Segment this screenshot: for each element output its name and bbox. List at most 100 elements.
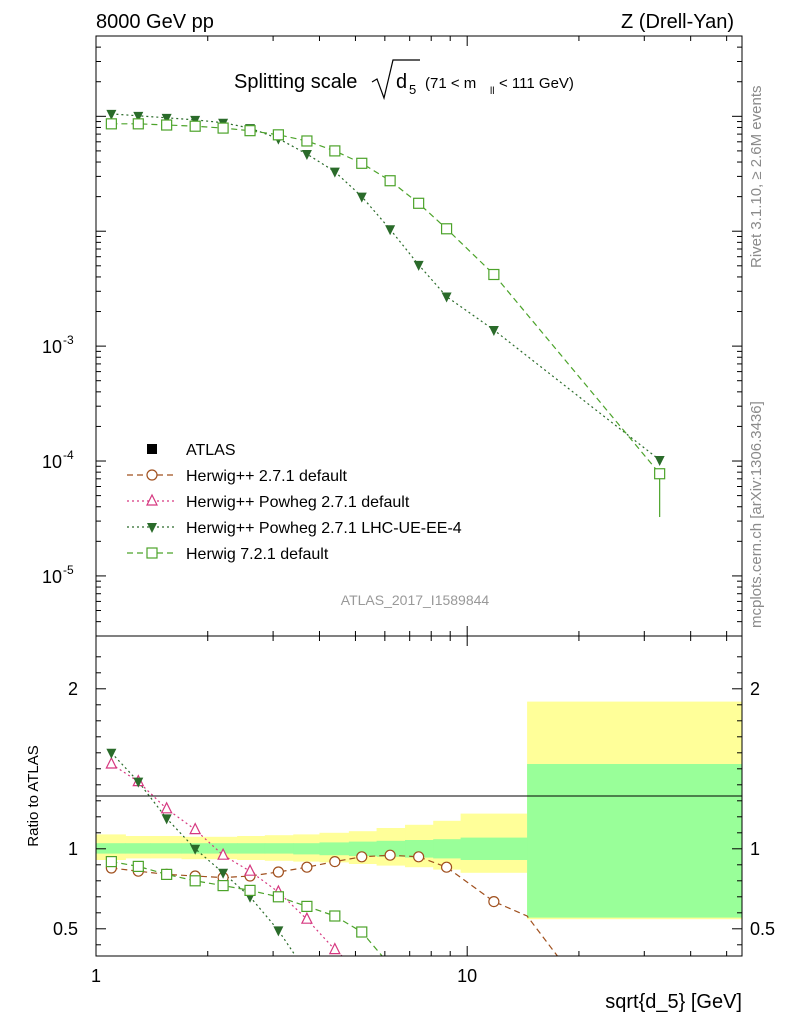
ratio-band-inner [348, 841, 378, 856]
ratio-panel: 1 10 0.5 0.5 1 1 2 2 [53, 635, 775, 986]
legend-label: ATLAS [186, 442, 236, 459]
ratio-data-point [218, 868, 229, 879]
main-data-point [413, 260, 424, 271]
ratio-data-point [217, 879, 229, 892]
main-data-point [217, 122, 229, 134]
ratio-data-point [356, 926, 368, 938]
ratio-data-point [105, 855, 117, 868]
ratio-data-point [301, 861, 313, 873]
ratio-band-inner [460, 837, 528, 860]
ratio-band-inner [527, 764, 743, 918]
ratio-data-point [301, 900, 313, 913]
main-data-point [329, 167, 340, 178]
main-data-point [413, 197, 425, 209]
main-data-point [301, 149, 312, 160]
ratio-xlabel: sqrt{d_5} [GeV] [605, 991, 742, 1013]
title-d: d [396, 71, 407, 93]
rivet-label: Rivet 3.1.10, ≥ 2.6M events [748, 86, 765, 269]
main-series-line [111, 123, 661, 475]
header-left: 8000 GeV pp [96, 11, 214, 33]
ratio-data-point [329, 910, 341, 922]
ratio-band-inner [237, 843, 266, 854]
ratio-y-tick-label-left: 0.5 [53, 919, 78, 939]
ratio-data-point [105, 756, 118, 769]
ratio-y-tick-label-right: 2 [750, 679, 760, 699]
ratio-x-tick-label: 1 [91, 966, 101, 986]
main-data-point [133, 111, 144, 122]
ratio-band-inner [207, 843, 238, 854]
ratio-frame [95, 635, 743, 957]
main-data-point [654, 468, 666, 480]
ratio-band-inner [125, 843, 151, 854]
ratio-data-point [488, 895, 500, 908]
ratio-data-point [272, 891, 284, 903]
ratio-y-tick-label-right: 0.5 [750, 919, 775, 939]
title-d-sub: 5 [409, 82, 416, 97]
main-data-point [488, 326, 499, 337]
legend-marker [146, 547, 158, 559]
main-data-point [441, 292, 452, 303]
main-data-point [272, 129, 284, 141]
main-data-point [161, 113, 172, 124]
ratio-data-point [413, 851, 425, 863]
title-range-sub: ll [490, 86, 494, 97]
ratio-data-point [300, 911, 313, 924]
ratio-series-line [111, 854, 558, 957]
ratio-data-point [161, 868, 173, 881]
header-right: Z (Drell-Yan) [621, 11, 734, 33]
legend-label: Herwig++ Powheg 2.7.1 LHC-UE-EE-4 [186, 520, 462, 537]
main-panel: 10-310-410-5 [42, 35, 743, 637]
ratio-band-inner [150, 843, 183, 854]
title-range-end: < 111 GeV) [499, 75, 574, 92]
ratio-data-point [161, 814, 172, 825]
legend-label: Herwig++ 2.7.1 default [186, 468, 348, 485]
mcplots-label: mcplots.cern.ch [arXiv:1306.3436] [748, 401, 765, 628]
ratio-band-inner [293, 843, 320, 855]
main-data-point [488, 268, 500, 281]
main-y-tick-label: 10 [42, 452, 62, 472]
main-y-tick-exponent: -4 [63, 448, 74, 462]
legend-label: Herwig 7.2.1 default [186, 546, 329, 563]
ratio-y-tick-label-left: 2 [68, 679, 78, 699]
legend-marker [147, 444, 157, 454]
ratio-data-point [132, 860, 144, 873]
main-y-tick-label: 10 [42, 337, 62, 357]
ratio-series-line [111, 763, 343, 957]
ratio-band-inner [376, 840, 406, 857]
main-data-point [654, 456, 665, 467]
ratio-y-tick-label-right: 1 [750, 839, 760, 859]
ratio-data-point [189, 875, 201, 887]
legend: ATLAS Herwig++ 2.7.1 default Herwig++ Powh… [127, 442, 462, 563]
title-range: (71 < m [425, 75, 476, 92]
main-title: Splitting scale d 5 (71 < m ll < 111 GeV… [234, 59, 574, 101]
ratio-band-inner [405, 840, 434, 858]
ratio-x-tick-label: 10 [457, 966, 477, 986]
main-y-tick-label: 10 [42, 567, 62, 587]
main-data-point [244, 125, 256, 137]
ratio-data-point [384, 849, 396, 861]
ratio-data-point [133, 777, 144, 788]
ratio-data-point [244, 884, 256, 897]
main-data-point [384, 175, 396, 187]
ratio-band-inner [433, 839, 462, 859]
legend-marker [146, 493, 158, 506]
ratio-series-line [110, 752, 297, 957]
main-data-point [329, 145, 341, 157]
ratio-band-inner [319, 842, 350, 856]
ratio-data-point [440, 861, 453, 873]
main-data-point [161, 119, 173, 131]
main-y-tick-exponent: -5 [63, 563, 74, 577]
legend-marker [147, 523, 157, 533]
ratio-band-inner [96, 843, 126, 854]
ratio-band-inner [264, 843, 294, 854]
ratio-data-point [272, 866, 284, 878]
main-data-point [356, 157, 368, 169]
main-series-line [111, 113, 661, 461]
ratio-data-point [328, 942, 341, 955]
ratio-data-point [244, 863, 257, 876]
analysis-id: ATLAS_2017_I1589844 [341, 592, 490, 608]
ratio-ylabel: Ratio to ATLAS [25, 745, 42, 846]
main-data-point [132, 118, 144, 130]
main-data-point [301, 135, 313, 147]
ratio-data-point [190, 844, 201, 855]
